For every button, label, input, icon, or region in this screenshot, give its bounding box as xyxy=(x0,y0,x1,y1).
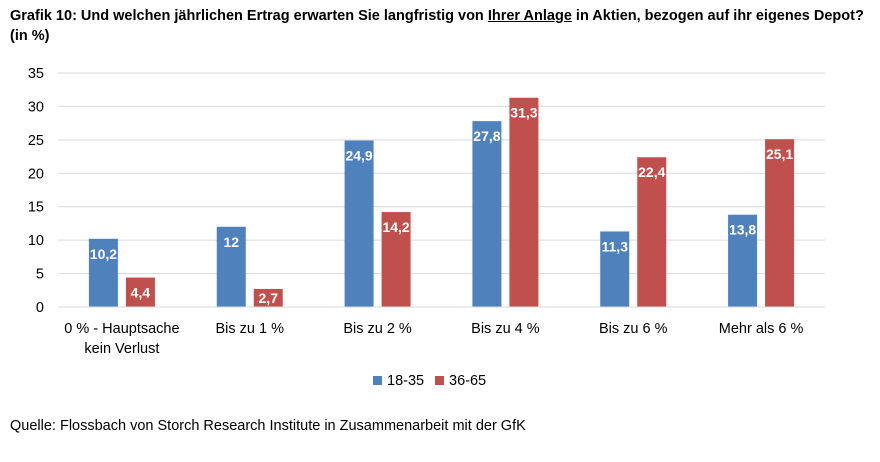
data-label: 22,4 xyxy=(638,164,665,180)
bar-36-65 xyxy=(253,288,283,307)
x-tick-label: Bis zu 4 % xyxy=(471,321,540,337)
x-tick-label: kein Verlust xyxy=(84,341,159,357)
y-tick-label: 20 xyxy=(28,166,44,182)
data-label: 11,3 xyxy=(602,238,629,254)
bar-36-65 xyxy=(125,277,155,307)
source-note: Quelle: Flossbach von Storch Research In… xyxy=(10,418,526,434)
chart-title-unit: (in %) xyxy=(10,28,50,44)
legend-label-18-35: 18-35 xyxy=(387,373,424,389)
bar-18-35 xyxy=(344,140,374,307)
data-label: 2,7 xyxy=(259,290,279,306)
legend-swatch-18-35 xyxy=(373,376,382,385)
bar-36-65 xyxy=(637,157,667,307)
x-tick-label: 0 % - Hauptsache xyxy=(64,321,179,337)
chart-title-part2: in Aktien, bezogen auf ihr eigenes Depot… xyxy=(571,8,864,24)
x-tick-label: Bis zu 2 % xyxy=(343,321,412,337)
bar-18-35 xyxy=(472,121,502,307)
bar-18-35 xyxy=(728,214,758,307)
data-label: 31,3 xyxy=(510,105,537,121)
bar-36-65 xyxy=(509,97,539,307)
data-label: 25,1 xyxy=(766,146,793,162)
y-tick-label: 10 xyxy=(28,233,44,249)
data-label: 27,8 xyxy=(473,128,500,144)
bar-36-65 xyxy=(381,212,411,307)
y-tick-label: 35 xyxy=(28,66,44,82)
legend-label-36-65: 36-65 xyxy=(449,373,486,389)
x-tick-label: Bis zu 6 % xyxy=(599,321,668,337)
legend-swatch-36-65 xyxy=(435,376,444,385)
y-tick-label: 25 xyxy=(28,133,44,149)
y-tick-label: 5 xyxy=(36,267,44,283)
x-tick-label: Mehr als 6 % xyxy=(719,321,804,337)
data-label: 13,8 xyxy=(729,222,756,238)
y-tick-label: 30 xyxy=(28,99,44,115)
data-label: 4,4 xyxy=(131,285,151,301)
data-label: 14,2 xyxy=(382,219,409,235)
x-tick-label: Bis zu 1 % xyxy=(216,321,285,337)
bar-18-35 xyxy=(600,231,630,307)
bar-36-65 xyxy=(765,139,795,307)
data-label: 10,2 xyxy=(90,246,117,262)
y-tick-label: 15 xyxy=(28,200,44,216)
chart-title-part1: Grafik 10: Und welchen jährlichen Ertrag… xyxy=(10,8,488,24)
bar-18-35 xyxy=(88,238,118,307)
chart-title-underlined: Ihrer Anlage xyxy=(487,8,572,24)
data-label: 24,9 xyxy=(345,148,372,164)
y-tick-label: 0 xyxy=(36,300,44,316)
bar-chart: 0 5 10 15 20 25 30 35 10,2 4,4 0 % - Hauptsache kei… xyxy=(28,66,825,389)
data-label: 12 xyxy=(223,234,239,250)
bar-18-35 xyxy=(216,226,246,307)
chart-title: Grafik 10: Und welchen jährlichen Ertrag… xyxy=(10,6,870,46)
